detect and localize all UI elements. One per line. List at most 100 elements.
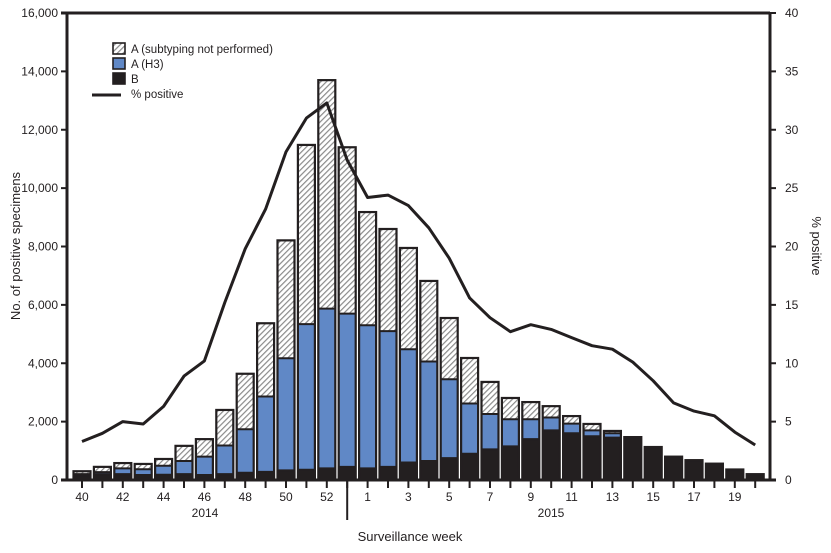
bar-segment-b xyxy=(644,447,662,480)
bar-segment-b xyxy=(481,449,499,480)
legend-label-a-h3: A (H3) xyxy=(131,59,164,71)
year-label-2015: 2015 xyxy=(538,506,565,520)
bar-segment-a-unsubtyped xyxy=(175,445,193,462)
bar-segment-a-unsubtyped xyxy=(481,381,499,415)
bar-segment-b xyxy=(583,436,601,480)
bar-segment-a-unsubtyped xyxy=(420,280,438,362)
bar-week-49-2014 xyxy=(256,322,276,482)
bar-week-10-2015 xyxy=(541,405,561,482)
legend-swatch-a-h3 xyxy=(112,57,126,70)
bar-segment-a-unsubtyped xyxy=(338,147,356,314)
x-axis-title: Surveillance week xyxy=(358,529,463,544)
bar-segment-a-h3 xyxy=(155,465,173,475)
bar-week-5-2015 xyxy=(439,316,459,482)
bar-week-48-2014 xyxy=(235,372,255,482)
bar-segment-b xyxy=(399,462,417,480)
bar-week-51-2014 xyxy=(296,143,316,482)
y-tick-label: 14,000 xyxy=(21,64,58,78)
bar-segment-a-h3 xyxy=(379,331,397,467)
bar-segment-a-h3 xyxy=(542,417,560,431)
bar-segment-a-h3 xyxy=(277,358,295,471)
bar-segment-a-unsubtyped xyxy=(93,466,111,473)
bar-week-3-2015 xyxy=(398,246,418,482)
bar-segment-a-unsubtyped xyxy=(522,402,540,420)
bar-segment-a-h3 xyxy=(461,403,479,454)
percent-positive-line xyxy=(81,101,757,447)
bar-segment-a-h3 xyxy=(420,361,438,462)
y-tick-label: 16,000 xyxy=(21,6,58,20)
y-axis-title: No. of positive specimens xyxy=(8,171,23,320)
bar-week-47-2014 xyxy=(215,408,235,482)
bar-week-13-2015 xyxy=(602,429,623,482)
y-tick-label: 12,000 xyxy=(21,123,58,137)
bar-segment-a-h3 xyxy=(93,472,111,475)
legend: A (subtyping not performed) A (H3) B % p… xyxy=(92,42,273,101)
bar-segment-a-h3 xyxy=(603,433,621,438)
x-tick-label: 44 xyxy=(157,490,171,504)
bar-segment-a-h3 xyxy=(216,445,234,475)
bar-week-45-2014 xyxy=(174,444,194,482)
y2-tick-label: 35 xyxy=(785,64,799,78)
bar-segment-a-h3 xyxy=(114,468,132,475)
bar-week-52-2014 xyxy=(317,79,337,482)
y-tick-label: 2,000 xyxy=(28,415,58,429)
bar-week-19-2015 xyxy=(725,468,745,482)
bar-week-42-2014 xyxy=(113,461,133,482)
bar-segment-b xyxy=(603,437,621,480)
bar-week-12-2015 xyxy=(582,422,602,482)
y2-tick-label: 0 xyxy=(785,473,792,487)
bar-segment-a-unsubtyped xyxy=(73,471,91,475)
bar-week-4-2015 xyxy=(419,279,439,482)
bar-segment-a-unsubtyped xyxy=(195,439,213,457)
x-tick-label: 40 xyxy=(75,490,89,504)
bar-segment-a-h3 xyxy=(481,414,499,450)
bar-week-53-2014 xyxy=(337,146,357,482)
bar-segment-a-h3 xyxy=(236,429,254,473)
bar-segment-b xyxy=(93,474,111,480)
bar-segment-b xyxy=(440,458,458,480)
bar-segment-b xyxy=(134,475,152,480)
y2-tick-label: 30 xyxy=(785,123,799,137)
x-tick-label: 42 xyxy=(116,490,130,504)
bar-segment-b xyxy=(746,474,764,480)
bar-segment-a-h3 xyxy=(522,419,540,440)
bar-segment-a-h3 xyxy=(440,379,458,459)
bar-segment-a-unsubtyped xyxy=(501,397,519,420)
bar-segment-b xyxy=(461,453,479,480)
bar-segment-b xyxy=(338,466,356,480)
x-tick-label: 17 xyxy=(687,490,701,504)
x-tick-label: 19 xyxy=(728,490,742,504)
bar-segment-b xyxy=(155,474,173,480)
y2-tick-label: 5 xyxy=(785,415,792,429)
axes-layer: 0 2,000 4,000 6,000 8,000 10,000 12,000 14,000 1… xyxy=(21,6,799,520)
bar-segment-b xyxy=(522,439,540,480)
bar-segment-b xyxy=(705,463,723,480)
bar-segment-a-unsubtyped xyxy=(542,406,560,418)
bar-segment-a-h3 xyxy=(359,325,377,469)
y2-tick-label: 25 xyxy=(785,181,799,195)
bar-segment-b xyxy=(73,475,91,480)
bar-segment-a-unsubtyped xyxy=(257,323,275,397)
legend-swatch-a-unsubtyped xyxy=(112,42,126,55)
bar-segment-a-unsubtyped xyxy=(155,458,173,466)
bar-week-11-2015 xyxy=(561,414,582,482)
bar-segment-a-unsubtyped xyxy=(461,357,479,404)
bar-segment-a-unsubtyped xyxy=(216,409,234,446)
y2-axis-title: % positive xyxy=(809,216,824,275)
bar-segment-a-h3 xyxy=(399,349,417,463)
bar-segment-b xyxy=(216,474,234,480)
bar-segment-a-unsubtyped xyxy=(583,423,601,431)
y-tick-label: 4,000 xyxy=(28,356,58,370)
y-tick-label: 0 xyxy=(51,473,58,487)
x-tick-label: 46 xyxy=(198,490,212,504)
x-tick-label: 9 xyxy=(527,490,534,504)
bar-segment-a-h3 xyxy=(501,419,519,447)
bar-segment-a-h3 xyxy=(257,396,275,472)
bar-segment-b xyxy=(297,469,315,480)
x-tick-label: 48 xyxy=(239,490,253,504)
bar-segment-a-h3 xyxy=(134,469,152,476)
y2-tick-label: 15 xyxy=(785,298,799,312)
bar-segment-a-unsubtyped xyxy=(379,228,397,332)
bar-week-16-2015 xyxy=(663,455,684,482)
